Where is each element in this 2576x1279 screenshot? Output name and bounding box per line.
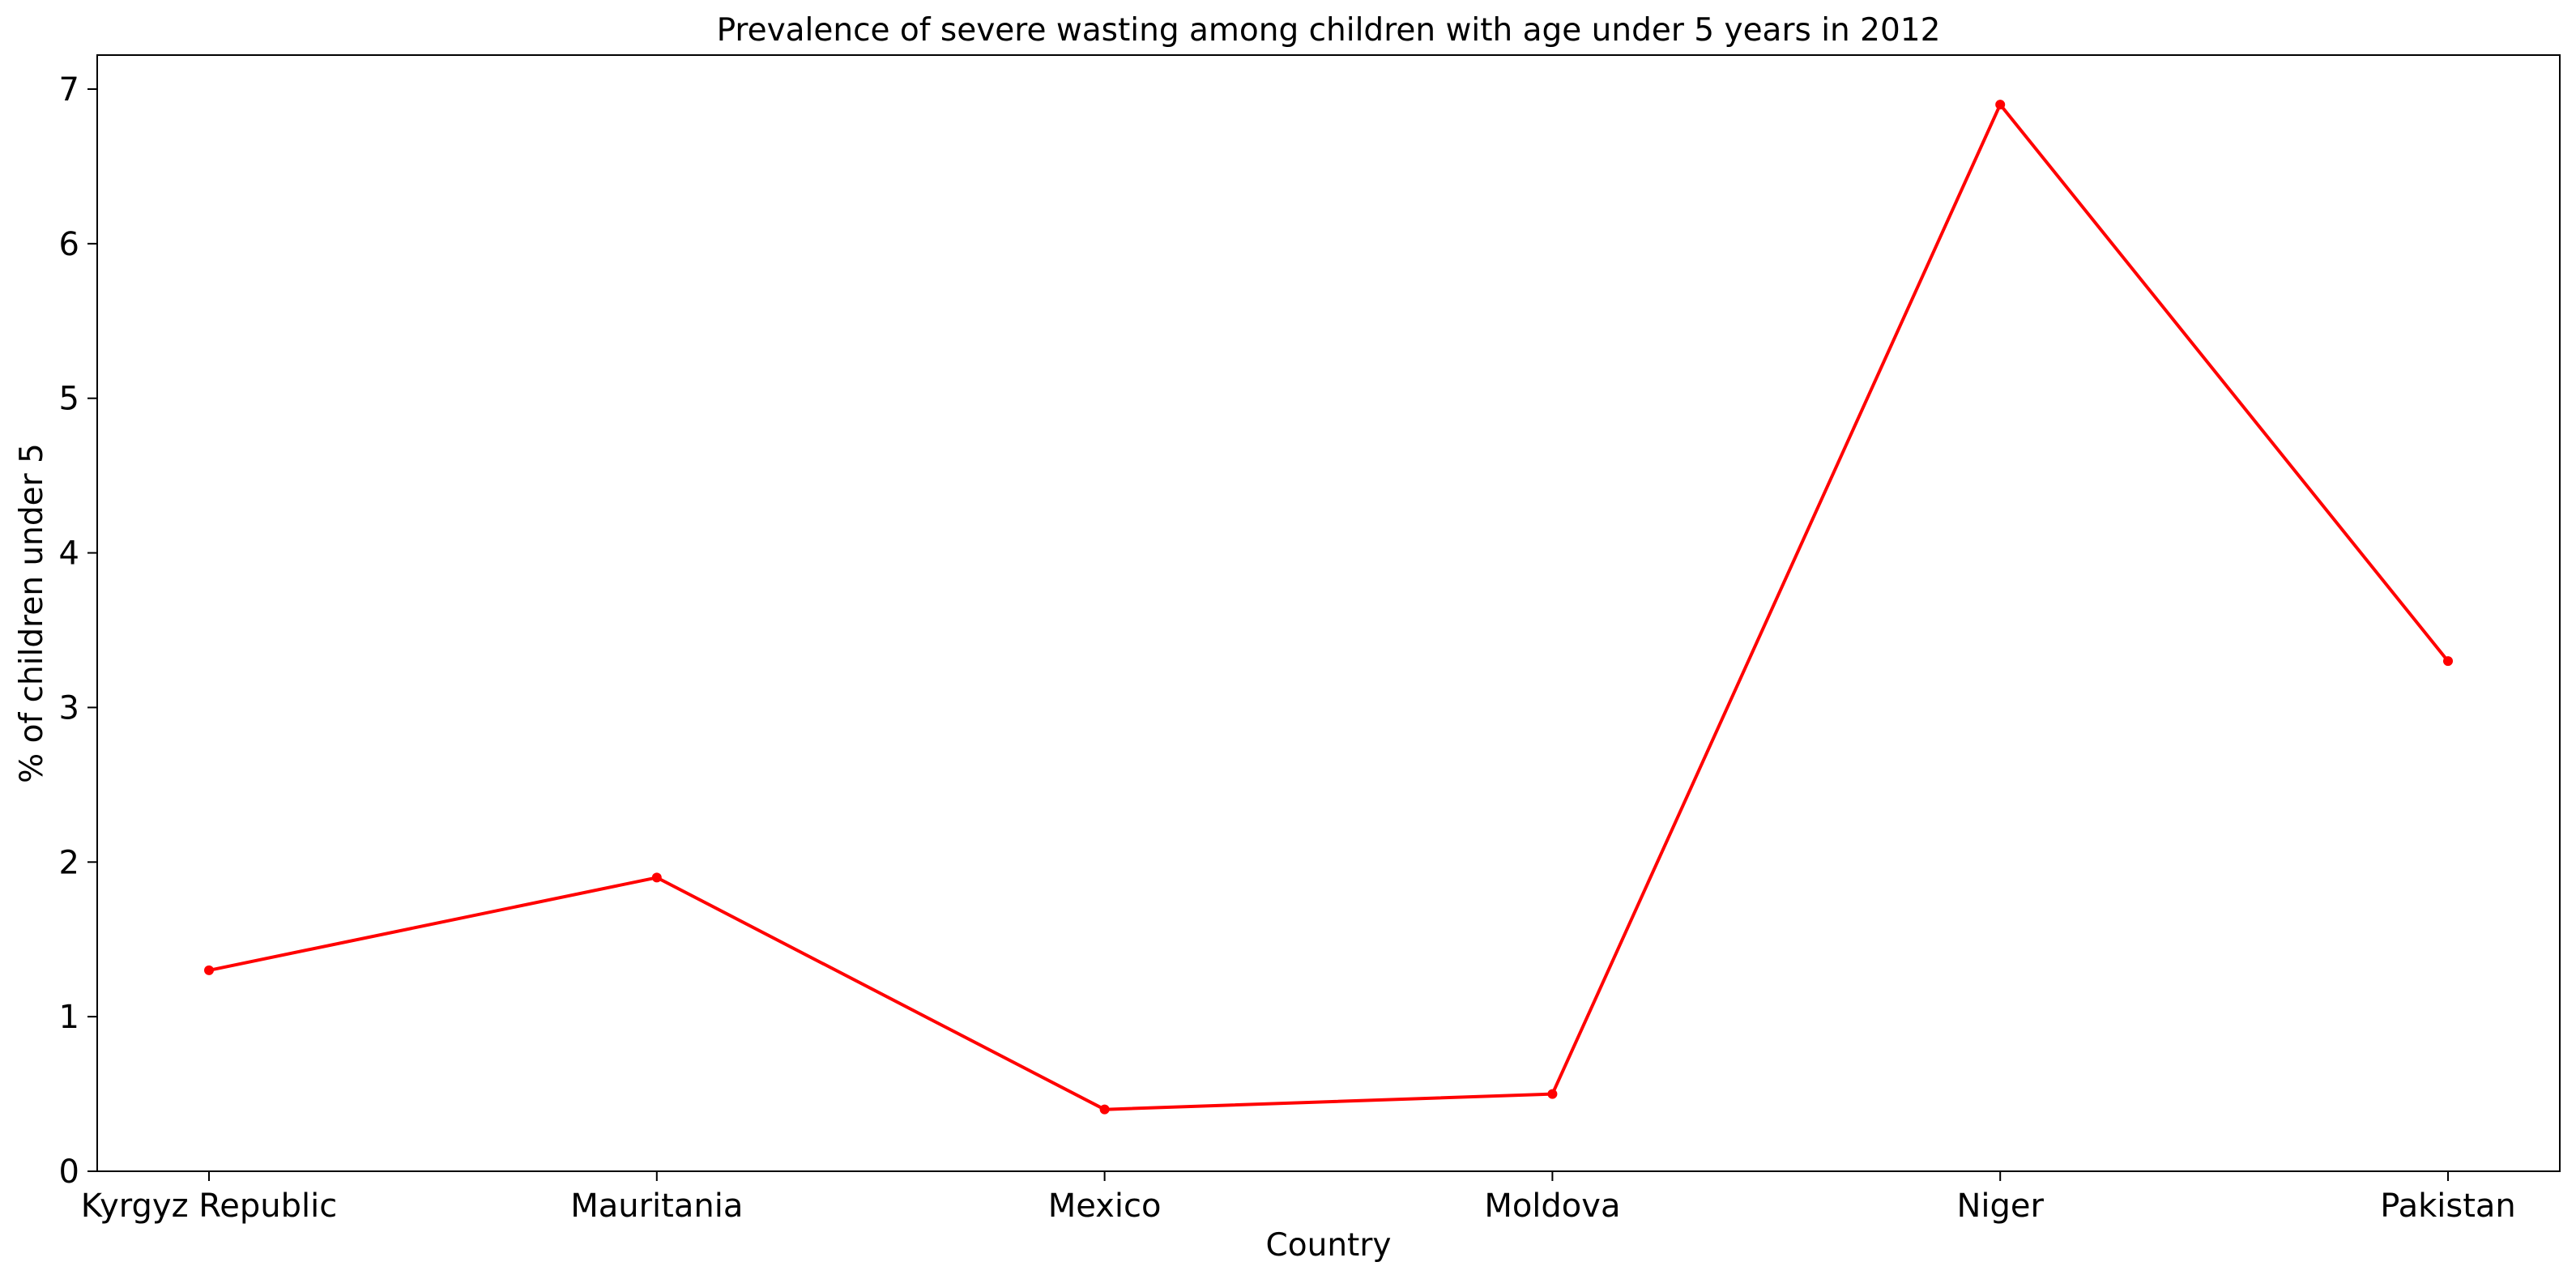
x-axis-label: Country [1266, 1227, 1392, 1264]
data-point [1099, 1104, 1110, 1115]
plot-frame [96, 54, 2561, 1172]
data-point [204, 965, 214, 975]
y-tick-label: 6 [59, 226, 79, 263]
data-point [2443, 656, 2453, 667]
series-line [208, 103, 2450, 1111]
y-tick-label: 2 [59, 844, 79, 881]
data-point [651, 872, 662, 883]
x-tick-label: Mexico [1048, 1187, 1162, 1225]
y-axis-label: % of children under 5 [14, 443, 50, 783]
chart-title: Prevalence of severe wasting among child… [717, 12, 1941, 49]
x-tick-label: Kyrgyz Republic [81, 1187, 337, 1225]
y-tick-label: 3 [59, 689, 79, 727]
x-axis: Kyrgyz Republic Mauritania Mexico Moldova Ni… [81, 1171, 2516, 1225]
y-tick-label: 4 [59, 535, 79, 573]
y-axis: 0 1 2 3 4 5 6 7 [59, 71, 97, 1191]
series-layer [204, 100, 2453, 1115]
data-point [1995, 100, 2006, 110]
x-tick-label: Pakistan [2380, 1187, 2516, 1225]
x-tick-label: Moldova [1484, 1187, 1620, 1225]
y-tick-label: 1 [59, 999, 79, 1036]
x-tick-label: Mauritania [570, 1187, 743, 1225]
y-tick-label: 7 [59, 71, 79, 109]
x-tick-label: Niger [1956, 1187, 2044, 1225]
data-point [1547, 1089, 1558, 1099]
y-tick-label: 5 [59, 381, 79, 418]
y-tick-label: 0 [59, 1153, 79, 1191]
